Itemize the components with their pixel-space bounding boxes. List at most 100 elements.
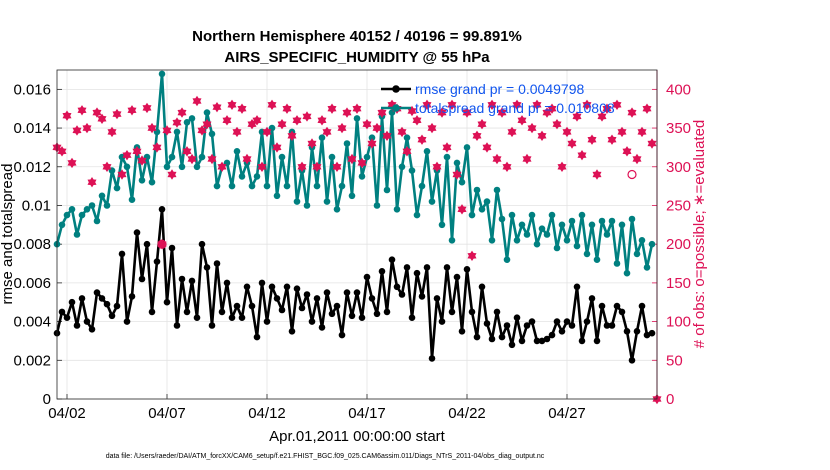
data-point-rmse xyxy=(293,285,301,293)
data-point-rmse xyxy=(328,310,336,318)
data-point-obs-evaluated xyxy=(307,138,317,149)
data-point-rmse xyxy=(143,240,151,248)
data-point-totalspread xyxy=(393,206,401,213)
data-point-rmse xyxy=(358,314,366,322)
data-point-obs-evaluated xyxy=(457,204,467,215)
data-point-obs-evaluated xyxy=(297,161,307,172)
data-point-obs-evaluated xyxy=(352,103,362,114)
data-point-totalspread xyxy=(513,237,521,244)
data-point-totalspread xyxy=(168,153,176,161)
y-tick-label-left: 0.008 xyxy=(13,236,51,253)
data-point-totalspread xyxy=(233,148,241,155)
data-point-totalspread xyxy=(123,163,131,171)
x-tick-labels: 04/02 04/07 04/12 04/17 04/22 04/27 xyxy=(48,405,586,422)
legend: rmse grand pr = 0.0049798 totalspread gr… xyxy=(381,81,615,116)
data-point-obs-evaluated xyxy=(97,113,107,124)
data-point-obs-evaluated xyxy=(82,122,92,134)
data-point-rmse xyxy=(403,264,411,271)
data-point-totalspread xyxy=(373,202,381,209)
series-obs-possible xyxy=(157,169,637,249)
data-point-rmse xyxy=(93,289,101,296)
data-point-rmse xyxy=(378,268,386,275)
data-point-totalspread xyxy=(278,153,286,161)
data-point-obs-evaluated xyxy=(412,115,422,126)
data-point-rmse xyxy=(353,289,361,296)
data-point-rmse xyxy=(518,337,526,345)
y-tick-labels-right: 0 50 100 150 200 250 300 350 400 xyxy=(666,81,691,408)
data-point-obs-evaluated xyxy=(632,153,642,165)
data-point-obs-evaluated xyxy=(187,153,197,165)
data-point-obs-evaluated xyxy=(617,126,627,138)
data-point-totalspread xyxy=(213,182,221,190)
data-point-totalspread xyxy=(503,256,511,264)
data-point-totalspread xyxy=(523,231,531,238)
data-point-obs-evaluated xyxy=(592,169,602,180)
data-point-obs-evaluated xyxy=(462,107,472,118)
data-point-rmse xyxy=(208,322,216,329)
y-tick-label-left: 0.002 xyxy=(13,352,51,369)
data-point-totalspread xyxy=(368,134,376,141)
data-point-totalspread xyxy=(613,260,621,267)
data-point-obs-evaluated xyxy=(447,99,457,110)
y-tick-label-right: 350 xyxy=(666,120,691,137)
data-point-rmse xyxy=(538,337,546,345)
data-point-totalspread xyxy=(78,211,86,219)
data-point-obs-evaluated xyxy=(472,130,482,141)
data-point-rmse xyxy=(453,273,461,281)
data-point-obs-evaluated xyxy=(382,130,392,141)
data-point-rmse xyxy=(268,283,276,291)
data-point-obs-evaluated xyxy=(552,119,562,130)
data-point-totalspread xyxy=(563,237,571,244)
data-point-totalspread xyxy=(343,140,351,147)
data-point-obs-evaluated xyxy=(322,126,332,138)
data-point-rmse xyxy=(248,302,256,310)
data-point-obs-evaluated xyxy=(422,99,432,110)
data-point-totalspread xyxy=(83,206,91,213)
data-point-obs-evaluated xyxy=(507,126,517,138)
data-point-obs-evaluated xyxy=(587,134,597,145)
data-point-obs-evaluated xyxy=(502,161,512,172)
data-point-obs-evaluated xyxy=(137,155,147,166)
data-point-rmse xyxy=(228,314,236,322)
data-point-rmse xyxy=(618,308,626,316)
data-point-obs-evaluated xyxy=(157,239,167,250)
data-point-totalspread xyxy=(638,237,646,244)
data-point-totalspread xyxy=(328,153,336,161)
data-point-rmse xyxy=(333,302,341,310)
data-point-totalspread xyxy=(463,144,471,151)
data-point-obs-evaluated xyxy=(402,146,412,157)
data-point-obs-possible xyxy=(157,239,167,249)
data-point-rmse xyxy=(598,302,606,310)
data-point-rmse xyxy=(263,318,271,325)
data-point-totalspread xyxy=(593,256,601,264)
data-point-rmse xyxy=(273,295,281,302)
data-point-obs-evaluated xyxy=(117,169,127,180)
data-point-rmse xyxy=(78,295,86,302)
data-point-totalspread xyxy=(518,221,526,229)
data-point-obs-evaluated xyxy=(122,150,132,161)
data-point-rmse xyxy=(583,318,591,325)
data-point-rmse xyxy=(458,328,466,335)
data-point-rmse xyxy=(613,302,621,310)
data-point-totalspread xyxy=(428,198,436,205)
data-point-rmse xyxy=(218,308,226,316)
data-point-obs-evaluated xyxy=(77,105,87,116)
data-point-obs-evaluated xyxy=(252,115,262,126)
data-point-rmse xyxy=(473,333,481,341)
data-point-rmse xyxy=(448,308,456,316)
data-point-obs-evaluated xyxy=(112,108,122,120)
data-point-obs-evaluated xyxy=(107,126,117,138)
data-point-obs-evaluated xyxy=(302,111,312,122)
data-point-obs-evaluated xyxy=(527,122,537,134)
data-point-totalspread xyxy=(68,206,76,213)
data-point-rmse xyxy=(633,328,641,335)
data-point-totalspread xyxy=(113,184,121,192)
data-point-rmse xyxy=(368,295,376,302)
data-point-rmse xyxy=(638,302,646,310)
data-point-totalspread xyxy=(473,186,481,194)
data-point-obs-evaluated xyxy=(227,99,237,110)
series-obs-evaluated xyxy=(52,95,662,405)
data-point-rmse xyxy=(138,275,146,283)
data-point-rmse xyxy=(478,283,486,291)
data-point-rmse xyxy=(588,295,596,302)
